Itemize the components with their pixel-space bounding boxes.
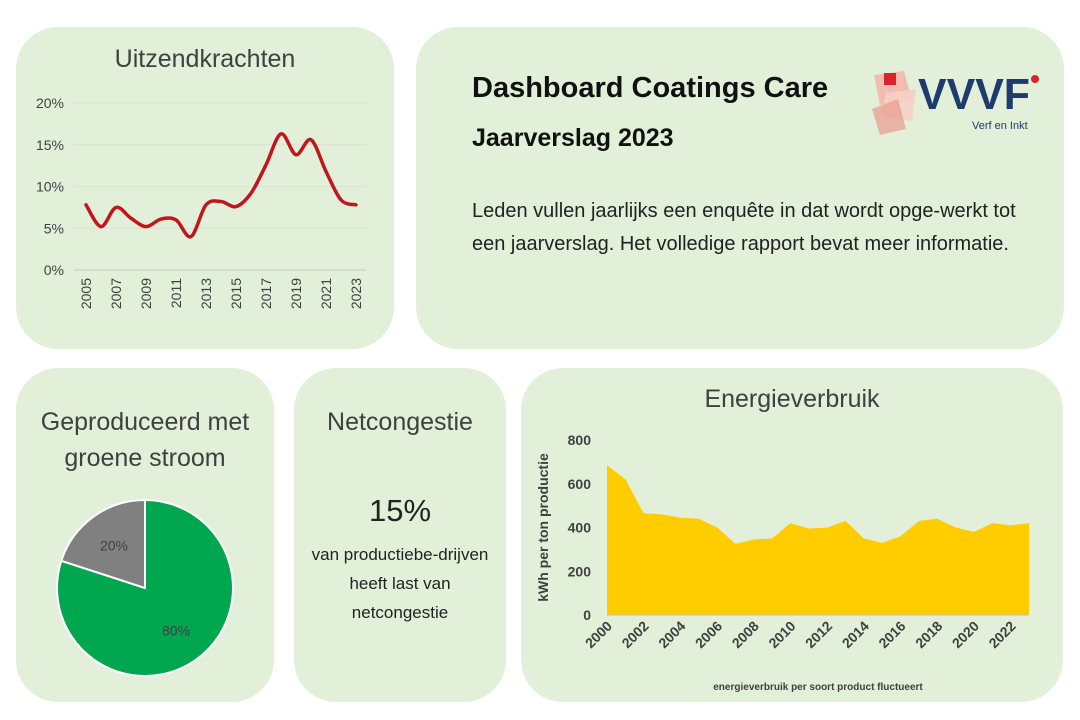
y-axis-label: kWh per ton productie: [535, 453, 551, 602]
x-tick-label: 2018: [912, 618, 945, 651]
x-tick-label: 2015: [228, 278, 244, 309]
logo-text: VVVF: [918, 70, 1030, 119]
y-tick-label: 400: [568, 520, 592, 536]
x-tick-label: 2012: [802, 618, 835, 651]
vvvf-logo: VVVF Verf en Inkt: [872, 69, 1047, 137]
energieverbruik-card: Energieverbruik 0 200 400 600 800 2000 2002 200…: [521, 368, 1063, 702]
x-tick-label: 2009: [138, 278, 154, 309]
netcongestie-description: van productiebe-drijven heeft last van n…: [311, 545, 489, 622]
x-axis-label: energieverbruik per soort product fluctu…: [713, 682, 923, 693]
energieverbruik-area: [607, 465, 1029, 615]
y-tick-label: 10%: [36, 179, 64, 195]
y-tick-label: 0: [583, 607, 591, 623]
x-tick-label: 2019: [288, 278, 304, 309]
dashboard-subtitle: Jaarverslag 2023: [472, 124, 674, 152]
pie-slice: [60, 498, 146, 590]
y-tick-label: 0%: [44, 262, 64, 278]
x-tick-label: 2002: [618, 618, 651, 651]
y-tick-label: 200: [568, 563, 592, 579]
pie-slice-label: 20%: [100, 537, 128, 553]
groene-stroom-card: Geproduceerd met groene stroom 80% 20%: [16, 368, 274, 702]
y-tick-label: 600: [568, 476, 592, 492]
header-card: Dashboard Coatings Care Jaarverslag 2023…: [416, 27, 1064, 349]
uitzendkrachten-card: Uitzendkrachten 0% 5% 10% 15% 20% 2005 2007 200…: [16, 27, 394, 349]
x-tick-label: 2008: [729, 618, 762, 651]
y-tick-label: 20%: [36, 95, 64, 111]
x-tick-label: 2010: [765, 618, 798, 651]
uitzendkrachten-chart: 0% 5% 10% 15% 20% 2005 2007 2009 2011 2013 2015 201…: [36, 95, 366, 309]
x-tick-label: 2011: [168, 278, 184, 308]
x-tick-label: 2023: [348, 278, 364, 309]
netcongestie-title: Netcongestie: [327, 408, 473, 436]
x-tick-label: 2004: [655, 618, 688, 651]
dashboard-title: Dashboard Coatings Care: [472, 72, 829, 104]
energieverbruik-title: Energieverbruik: [704, 385, 880, 413]
x-tick-label: 2014: [839, 618, 872, 651]
x-tick-label: 2022: [985, 618, 1018, 651]
x-tick-label: 2013: [198, 278, 214, 309]
x-tick-label: 2007: [108, 278, 124, 309]
x-tick-label: 2006: [692, 618, 725, 651]
dashboard-description: Leden vullen jaarlijks een enquête in da…: [472, 200, 1016, 255]
x-tick-label: 2016: [875, 618, 908, 651]
x-tick-label: 2017: [258, 278, 274, 309]
groene-stroom-pie: 80% 20%: [56, 498, 234, 677]
netcongestie-value: 15%: [368, 493, 432, 528]
netcongestie-card: Netcongestie 15% van productiebe-drijven…: [294, 368, 506, 702]
x-tick-label: 2020: [949, 618, 982, 651]
uitzendkrachten-title: Uitzendkrachten: [114, 45, 296, 73]
x-tick-label: 2021: [318, 278, 334, 309]
uitzendkrachten-line: [84, 132, 358, 239]
y-tick-label: 5%: [44, 220, 64, 236]
y-tick-label: 15%: [36, 137, 64, 153]
y-tick-label: 800: [568, 432, 592, 448]
vvvf-logo-graphic: VVVF Verf en Inkt: [872, 70, 1039, 135]
groene-stroom-title: Geproduceerd met groene stroom: [40, 408, 250, 472]
logo-subtext: Verf en Inkt: [972, 120, 1028, 132]
pie-slice-label: 80%: [162, 623, 190, 639]
x-tick-label: 2005: [78, 278, 94, 309]
